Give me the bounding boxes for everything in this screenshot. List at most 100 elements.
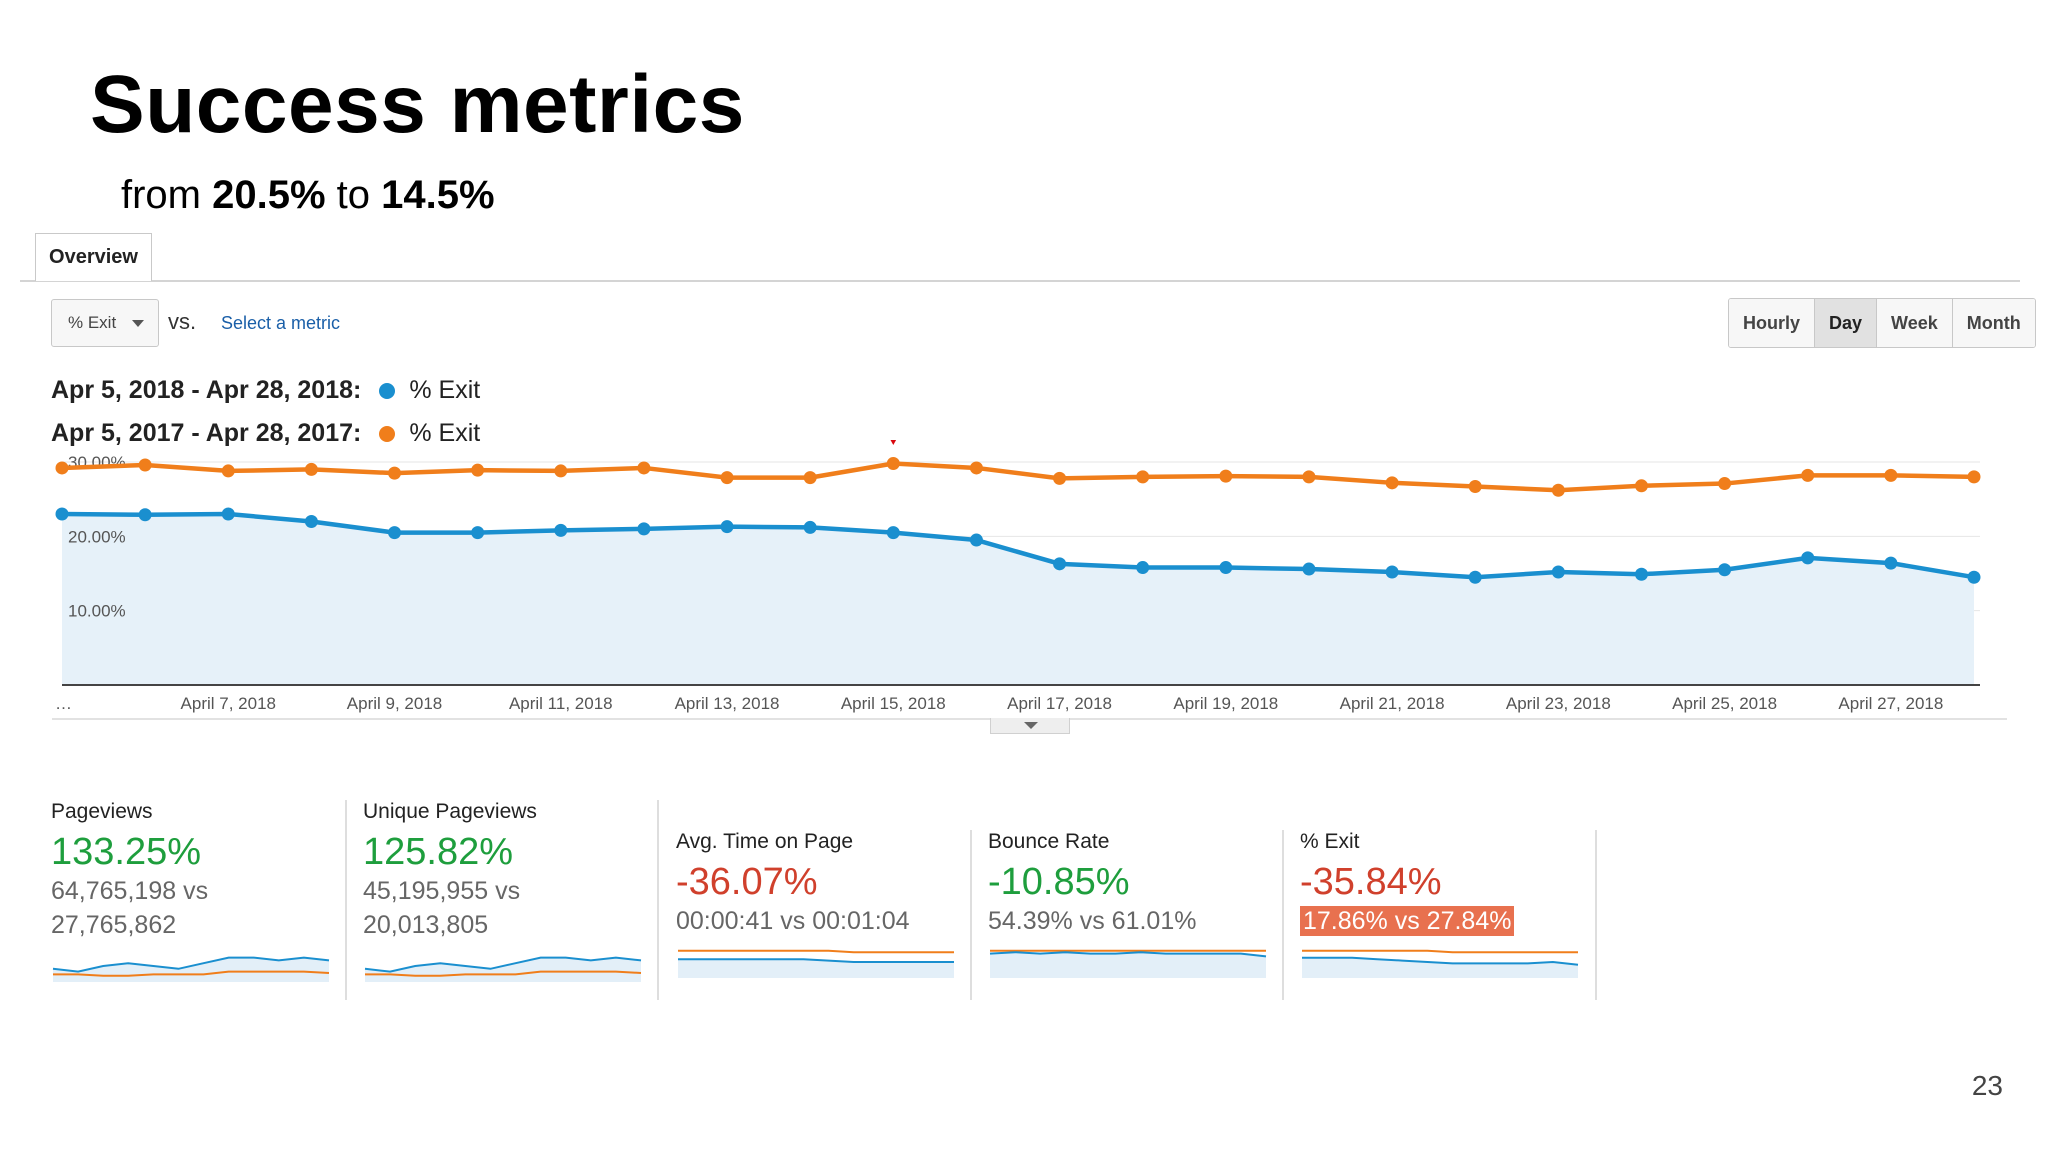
card-change-value: -10.85%	[988, 861, 1130, 903]
data-point-current[interactable]	[1718, 563, 1732, 577]
card-change-value: -36.07%	[676, 861, 818, 903]
data-point-previous[interactable]	[221, 464, 235, 478]
data-point-previous[interactable]	[471, 463, 485, 477]
card-label: Avg. Time on Page	[676, 830, 854, 853]
data-point-current[interactable]	[388, 526, 402, 540]
data-point-current[interactable]	[1136, 561, 1150, 575]
hourly-button[interactable]: Hourly	[1729, 299, 1815, 347]
data-point-previous[interactable]	[1053, 471, 1067, 485]
series-line-current	[61, 511, 1975, 580]
line-chart: 30.00%20.00%10.00%… April 7, 2018 April 9,…	[55, 440, 1981, 713]
card-compare: 64,765,198 vs	[51, 877, 209, 905]
data-point-previous[interactable]	[1385, 476, 1399, 490]
data-point-previous[interactable]	[138, 458, 152, 472]
arrow-annotation-icon	[890, 440, 897, 445]
metric-card-pageviews[interactable]: Pageviews 133.25% 64,765,198 vs 27,765,8…	[51, 800, 347, 982]
data-point-current[interactable]	[1385, 565, 1399, 579]
month-button[interactable]: Month	[1951, 299, 2035, 347]
data-point-current[interactable]	[1551, 565, 1565, 579]
sparkline-area	[365, 957, 641, 982]
tab-divider	[20, 280, 2020, 282]
data-point-previous[interactable]	[1718, 477, 1732, 491]
x-tick-label: April 17, 2018	[1007, 694, 1112, 713]
data-point-previous[interactable]	[1884, 468, 1898, 482]
card-compare-highlighted: 17.86% vs 27.84%	[1300, 906, 1515, 936]
data-point-current[interactable]	[637, 522, 651, 536]
data-point-previous[interactable]	[886, 456, 900, 470]
card-compare: 54.39% vs 61.01%	[988, 907, 1197, 935]
sparkline-area	[990, 952, 1266, 978]
legend-series-name: % Exit	[409, 419, 481, 447]
card-change-value: 133.25%	[51, 831, 202, 873]
data-point-current[interactable]	[55, 507, 69, 521]
to-value: 14.5%	[381, 173, 495, 217]
chevron-down-icon	[132, 320, 144, 327]
data-point-previous[interactable]	[388, 466, 402, 480]
data-point-previous[interactable]	[1302, 470, 1316, 484]
expand-chart-handle[interactable]	[990, 718, 1070, 734]
data-point-previous[interactable]	[1468, 480, 1482, 494]
day-button[interactable]: Day	[1814, 299, 1877, 347]
metric-card-avg-time[interactable]: Avg. Time on Page -36.07% 00:00:41 vs 00…	[676, 830, 972, 978]
data-point-current[interactable]	[1884, 556, 1898, 570]
chevron-down-icon	[1024, 722, 1038, 729]
metric-select[interactable]: % Exit	[51, 299, 159, 347]
metric-card-bounce-rate[interactable]: Bounce Rate -10.85% 54.39% vs 61.01%	[988, 830, 1284, 978]
x-tick-label: April 25, 2018	[1672, 694, 1777, 713]
card-compare: 27,765,862	[51, 911, 177, 939]
data-point-current[interactable]	[1468, 570, 1482, 584]
data-point-previous[interactable]	[1967, 470, 1981, 484]
data-point-current[interactable]	[1967, 570, 1981, 584]
x-tick-label: April 9, 2018	[347, 694, 442, 713]
x-tick-label: April 27, 2018	[1838, 694, 1943, 713]
data-point-previous[interactable]	[1634, 479, 1648, 493]
data-point-previous[interactable]	[720, 471, 734, 485]
sparkline-current	[1302, 956, 1579, 966]
x-tick-label: April 11, 2018	[509, 694, 613, 713]
data-point-current[interactable]	[969, 533, 983, 547]
metric-card-unique-pageviews[interactable]: Unique Pageviews 125.82% 45,195,955 vs 2…	[363, 800, 659, 982]
card-label: Bounce Rate	[988, 830, 1110, 853]
tab-overview[interactable]: Overview	[35, 233, 152, 281]
data-point-current[interactable]	[720, 520, 734, 534]
data-point-previous[interactable]	[1219, 469, 1233, 483]
metric-card-exit[interactable]: % Exit -35.84% 17.86% vs 27.84%	[1300, 830, 1596, 978]
data-point-current[interactable]	[1801, 551, 1815, 565]
legend-dot-icon	[379, 382, 396, 399]
granularity-toggle: Hourly Day Week Month	[1728, 298, 2036, 348]
legend-range: Apr 5, 2017 - Apr 28, 2017:	[51, 419, 362, 447]
data-point-previous[interactable]	[554, 464, 568, 478]
card-divider	[1595, 830, 1597, 1000]
data-point-current[interactable]	[554, 523, 568, 537]
data-point-previous[interactable]	[637, 461, 651, 475]
data-point-previous[interactable]	[304, 462, 318, 476]
card-divider	[1282, 830, 1284, 1000]
data-point-current[interactable]	[1219, 561, 1233, 575]
week-button[interactable]: Week	[1876, 299, 1952, 347]
data-point-current[interactable]	[471, 526, 485, 540]
sparkline-previous	[678, 949, 954, 954]
data-point-current[interactable]	[304, 514, 318, 528]
data-point-previous[interactable]	[1136, 470, 1150, 484]
data-point-current[interactable]	[1302, 562, 1316, 576]
data-point-current[interactable]	[1634, 567, 1648, 581]
data-point-previous[interactable]	[969, 461, 983, 475]
legend-entry-current: Apr 5, 2018 - Apr 28, 2018: % Exit	[51, 376, 480, 405]
data-point-previous[interactable]	[1801, 468, 1815, 482]
data-point-current[interactable]	[803, 520, 817, 534]
card-compare: 00:00:41 vs 00:01:04	[676, 907, 910, 935]
card-divider	[970, 830, 972, 1000]
card-divider	[657, 800, 659, 1000]
data-point-current[interactable]	[886, 526, 900, 540]
data-point-previous[interactable]	[1551, 483, 1565, 497]
slide-title: Success metrics	[90, 59, 745, 150]
data-point-current[interactable]	[1053, 557, 1067, 571]
metric-select-value: % Exit	[68, 313, 117, 332]
data-point-current[interactable]	[221, 507, 235, 521]
data-point-previous[interactable]	[803, 471, 817, 485]
card-compare: 45,195,955 vs	[363, 877, 521, 905]
select-metric-link[interactable]: Select a metric	[221, 313, 341, 333]
card-compare: 20,013,805	[363, 911, 489, 939]
data-point-previous[interactable]	[55, 461, 69, 475]
data-point-current[interactable]	[138, 508, 152, 522]
